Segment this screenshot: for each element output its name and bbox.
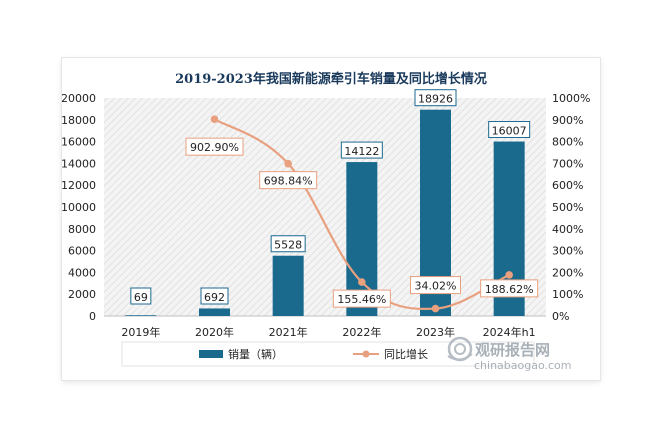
x-tick-label: 2020年: [195, 325, 234, 339]
bar: [125, 315, 157, 316]
line-point: [210, 115, 219, 123]
bar-label-box: [340, 141, 383, 159]
y-left-tick-label: 0: [89, 310, 96, 323]
bar-label: 5528: [274, 239, 302, 252]
watermark-brand: 观研报告网: [475, 341, 550, 359]
x-tick-label: 2023年: [416, 325, 455, 339]
y-left-tick-label: 10000: [62, 201, 96, 214]
y-right-tick-label: 700%: [552, 157, 583, 170]
bar-label-box: [130, 287, 152, 305]
bar-label: 69: [134, 291, 148, 304]
line-point: [284, 159, 292, 168]
y-right-tick-label: 1000%: [552, 92, 590, 105]
y-right-tick-label: 400%: [552, 223, 583, 236]
bar-label: 16007: [492, 125, 527, 138]
bar: [272, 255, 304, 316]
bar-label-box: [414, 89, 457, 107]
watermark-url: chinabaogao.com: [474, 359, 572, 372]
line-label: 902.90%: [190, 141, 239, 154]
line-label-box: [259, 171, 318, 190]
y-right-tick-label: 200%: [552, 266, 583, 279]
legend-bar-swatch: [199, 350, 223, 358]
y-left-tick-label: 14000: [62, 157, 96, 170]
chart-title: 2019-2023年我国新能源牵引车销量及同比增长情况: [175, 71, 487, 87]
line-label-box: [185, 137, 244, 156]
y-right-tick-label: 600%: [552, 179, 583, 192]
legend-frame: [121, 341, 535, 367]
y-left-tick-label: 8000: [68, 223, 96, 236]
bar-label: 14122: [344, 145, 379, 158]
y-right-tick-label: 500%: [552, 201, 583, 214]
y-left-tick-label: 6000: [68, 245, 96, 258]
legend-line-marker: [362, 350, 370, 358]
bar-label-box: [488, 121, 531, 139]
legend-bar-label: 销量（辆）: [228, 347, 283, 361]
logo-icon: [447, 336, 473, 362]
x-tick-label: 2024年h1: [483, 325, 536, 339]
y-right-tick-label: 100%: [552, 288, 583, 301]
x-tick-label: 2021年: [269, 325, 308, 339]
y-left-tick-label: 18000: [62, 114, 96, 127]
data-labels: 69 692 5528 14122 18926 16007 902.90% 698.84% 15…: [130, 89, 539, 308]
legend-line-label: 同比增长: [384, 347, 428, 361]
y-right-tick-label: 900%: [552, 114, 583, 127]
chart-card: 2019-2023年我国新能源牵引车销量及同比增长情况 0 2000 4000 600…: [62, 58, 600, 380]
y-left-tick-label: 16000: [62, 136, 96, 149]
bar-label-box: [200, 287, 229, 305]
y-right-tick-label: 800%: [552, 136, 583, 149]
line-label: 698.84%: [264, 175, 313, 188]
x-tick-label: 2022年: [342, 325, 381, 339]
legend: 销量（辆） 同比增长: [121, 341, 535, 367]
line-label: 34.02%: [415, 280, 457, 293]
plot-area: [104, 98, 546, 316]
watermark: 观研报告网 chinabaogao.com: [447, 336, 572, 372]
y-axis-right: 0% 100% 200% 300% 400% 500% 600% 700% 800% 900% 10…: [552, 92, 590, 323]
bar-label: 18926: [418, 93, 453, 106]
y-axis-left: 0 2000 4000 6000 8000 10000 12000 14000 16000 180…: [62, 92, 96, 323]
bar: [199, 308, 230, 316]
y-right-tick-label: 0%: [552, 310, 569, 323]
chart: 2019-2023年我国新能源牵引车销量及同比增长情况 0 2000 4000 600…: [62, 71, 590, 372]
bar-label-box: [270, 235, 306, 253]
line-point: [358, 278, 366, 286]
x-axis: 2019年 2020年 2021年 2022年 2023年 2024年h1: [104, 315, 546, 339]
x-tick-label: 2019年: [121, 325, 160, 339]
y-right-tick-label: 300%: [552, 245, 583, 258]
line-label-box: [480, 279, 539, 298]
line-label: 188.62%: [485, 283, 534, 296]
line-series: [210, 115, 513, 313]
y-left-tick-label: 12000: [62, 179, 96, 192]
line-point: [431, 304, 440, 313]
y-left-tick-label: 2000: [68, 288, 96, 301]
line-label-box: [332, 289, 391, 308]
bar-label: 692: [204, 291, 225, 304]
line-label-box: [410, 276, 461, 295]
y-left-tick-label: 4000: [68, 266, 96, 279]
y-left-tick-label: 20000: [62, 92, 96, 105]
line-label: 155.46%: [337, 293, 386, 306]
line-point: [505, 271, 513, 279]
